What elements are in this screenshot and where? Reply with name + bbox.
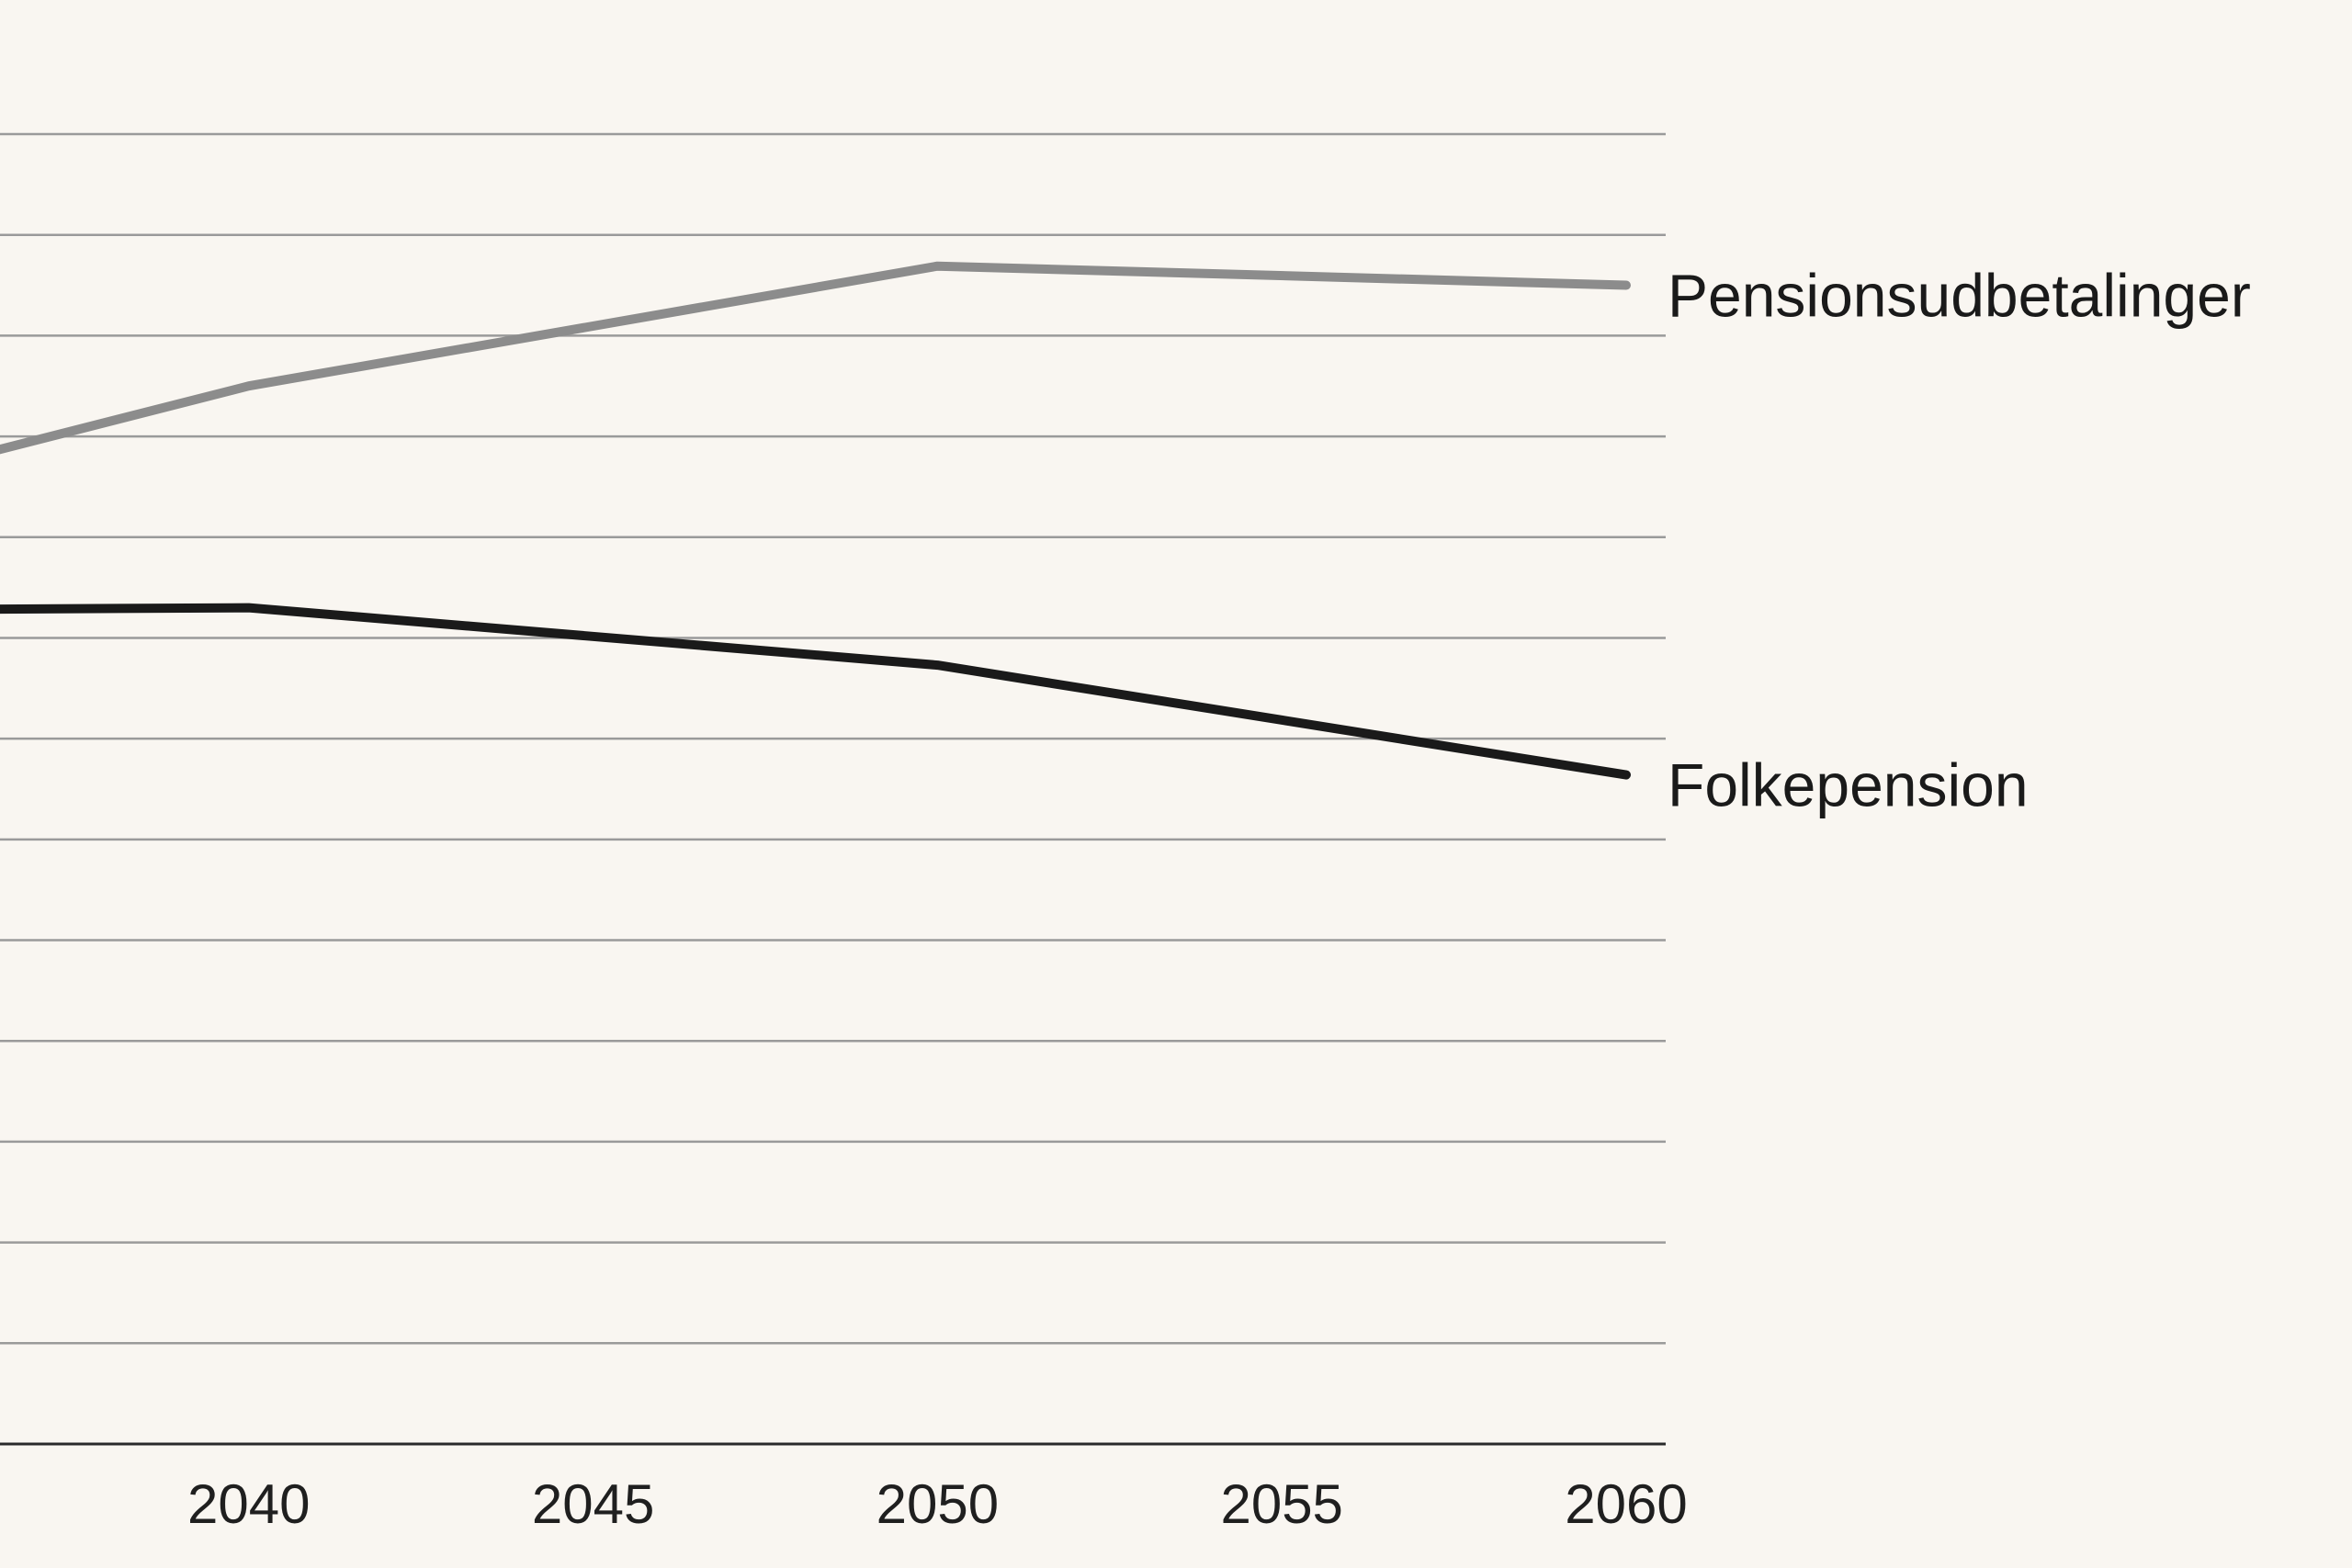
x-tick-label: 2045 bbox=[532, 1473, 654, 1535]
x-tick-label: 2040 bbox=[187, 1473, 310, 1535]
series-label-0: Pensionsudbetalinger bbox=[1668, 262, 2251, 330]
x-tick-label: 2050 bbox=[876, 1473, 999, 1535]
x-tick-label: 2060 bbox=[1565, 1473, 1687, 1535]
series-line-0 bbox=[0, 261, 1631, 455]
series-line-1 bbox=[0, 603, 1631, 780]
series-labels: Pensionsudbetalinger Folkepension bbox=[1668, 262, 2251, 819]
x-tick-label: 2055 bbox=[1220, 1473, 1342, 1535]
gridlines bbox=[0, 132, 1666, 1345]
series-lines bbox=[0, 261, 1631, 780]
series-label-1: Folkepension bbox=[1668, 751, 2029, 819]
x-tick-labels: 2040 2045 2050 2055 2060 bbox=[187, 1473, 1688, 1535]
